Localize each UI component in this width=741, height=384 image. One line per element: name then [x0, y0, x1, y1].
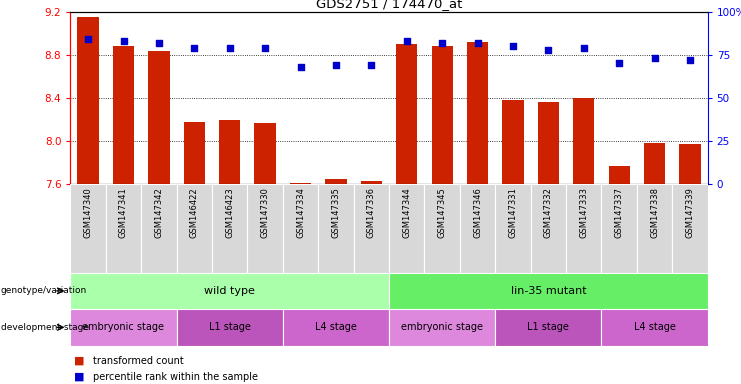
Bar — [389, 309, 495, 346]
Text: development stage: development stage — [1, 323, 89, 332]
Text: GSM147344: GSM147344 — [402, 187, 411, 238]
Bar — [467, 42, 488, 184]
Text: wild type: wild type — [205, 286, 255, 296]
Bar — [142, 184, 176, 273]
Bar — [212, 184, 247, 273]
Text: L4 stage: L4 stage — [634, 322, 676, 333]
Bar — [644, 143, 665, 184]
Text: GSM147335: GSM147335 — [331, 187, 340, 238]
Point — [436, 40, 448, 46]
Text: GSM147337: GSM147337 — [614, 187, 624, 238]
Bar — [290, 183, 311, 184]
Text: ■: ■ — [74, 356, 84, 366]
Bar — [361, 181, 382, 184]
Point — [82, 36, 94, 42]
Text: embryonic stage: embryonic stage — [82, 322, 165, 333]
Bar — [325, 179, 347, 184]
Text: L4 stage: L4 stage — [315, 322, 357, 333]
Text: GSM147336: GSM147336 — [367, 187, 376, 238]
Bar — [283, 184, 318, 273]
Bar — [679, 144, 700, 184]
Point — [614, 60, 625, 66]
Bar — [396, 44, 417, 184]
Point — [224, 45, 236, 51]
Bar — [318, 184, 353, 273]
Bar — [538, 102, 559, 184]
Bar — [431, 46, 453, 184]
Text: GSM147330: GSM147330 — [261, 187, 270, 238]
Bar — [254, 123, 276, 184]
Bar — [70, 184, 106, 273]
Point — [188, 45, 200, 51]
Bar — [176, 184, 212, 273]
Bar — [219, 119, 240, 184]
Text: genotype/variation: genotype/variation — [1, 286, 87, 295]
Bar — [148, 51, 170, 184]
Bar — [283, 309, 389, 346]
Point — [507, 43, 519, 49]
Point — [153, 40, 165, 46]
Text: GSM147340: GSM147340 — [84, 187, 93, 238]
Text: GSM147341: GSM147341 — [119, 187, 128, 238]
Text: GSM147332: GSM147332 — [544, 187, 553, 238]
Bar — [460, 184, 495, 273]
Text: percentile rank within the sample: percentile rank within the sample — [93, 372, 258, 382]
Text: GSM147345: GSM147345 — [438, 187, 447, 238]
Bar — [608, 166, 630, 184]
Text: ■: ■ — [74, 372, 84, 382]
Bar — [637, 184, 672, 273]
Point — [578, 45, 590, 51]
Point — [295, 64, 307, 70]
Text: GSM147333: GSM147333 — [579, 187, 588, 238]
Text: L1 stage: L1 stage — [528, 322, 569, 333]
Point — [648, 55, 660, 61]
Text: lin-35 mutant: lin-35 mutant — [511, 286, 586, 296]
Bar — [502, 100, 524, 184]
Bar — [389, 184, 425, 273]
Bar — [184, 122, 205, 184]
Bar — [672, 184, 708, 273]
Bar — [425, 184, 460, 273]
Bar — [70, 273, 389, 309]
Point — [365, 62, 377, 68]
Text: embryonic stage: embryonic stage — [401, 322, 483, 333]
Bar — [176, 309, 283, 346]
Bar — [113, 46, 134, 184]
Bar — [106, 184, 142, 273]
Bar — [353, 184, 389, 273]
Bar — [389, 273, 708, 309]
Point — [684, 57, 696, 63]
Bar — [573, 98, 594, 184]
Title: GDS2751 / 174470_at: GDS2751 / 174470_at — [316, 0, 462, 10]
Point — [542, 46, 554, 53]
Bar — [602, 184, 637, 273]
Text: GSM147334: GSM147334 — [296, 187, 305, 238]
Text: transformed count: transformed count — [93, 356, 183, 366]
Point — [401, 38, 413, 44]
Bar — [78, 17, 99, 184]
Text: GSM147331: GSM147331 — [508, 187, 517, 238]
Point — [118, 38, 130, 44]
Text: GSM147342: GSM147342 — [154, 187, 164, 238]
Bar — [531, 184, 566, 273]
Point — [471, 40, 483, 46]
Text: GSM147339: GSM147339 — [685, 187, 694, 238]
Text: L1 stage: L1 stage — [209, 322, 250, 333]
Bar — [70, 309, 176, 346]
Bar — [495, 309, 602, 346]
Text: GSM147346: GSM147346 — [473, 187, 482, 238]
Bar — [247, 184, 283, 273]
Text: GSM147338: GSM147338 — [650, 187, 659, 238]
Bar — [495, 184, 531, 273]
Point — [330, 62, 342, 68]
Text: GSM146422: GSM146422 — [190, 187, 199, 238]
Point — [259, 45, 271, 51]
Bar — [566, 184, 602, 273]
Bar — [602, 309, 708, 346]
Text: GSM146423: GSM146423 — [225, 187, 234, 238]
